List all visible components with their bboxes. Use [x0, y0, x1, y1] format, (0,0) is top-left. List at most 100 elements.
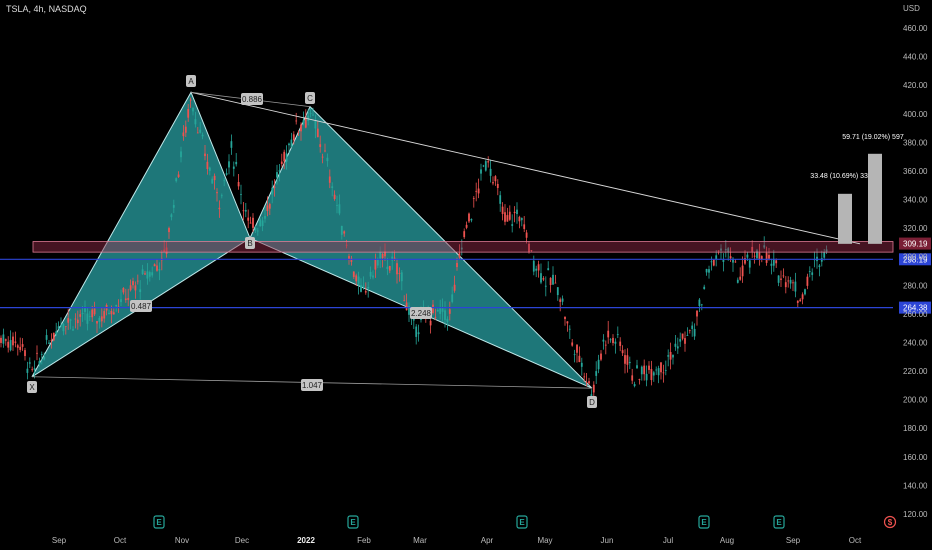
price-tick-label: 420.00 [903, 81, 928, 90]
candle-body [453, 284, 456, 291]
candle-body [220, 195, 223, 197]
event-marker-label: $ [888, 518, 893, 527]
candle-body [636, 365, 638, 369]
interval-label[interactable]: 4h [33, 4, 44, 14]
candle-body [710, 261, 713, 263]
candle-body [108, 312, 110, 315]
candle-body [640, 366, 643, 375]
candle-body [57, 326, 60, 329]
candle-body [724, 249, 727, 251]
candle-body [681, 333, 684, 339]
resistance-zone [32, 241, 894, 253]
candle-body [139, 289, 142, 293]
time-tick-label: Feb [357, 536, 371, 545]
candle-body [129, 285, 132, 291]
candle-body [624, 355, 626, 364]
candle-body [52, 332, 55, 341]
candle-body [256, 230, 259, 232]
candle-body [132, 281, 134, 286]
event-marker-label: E [701, 518, 707, 527]
ticker-separator: , [28, 4, 34, 14]
candle-body [496, 183, 499, 188]
candle-body [806, 276, 809, 286]
candle-body [734, 261, 737, 263]
target-label: 33.48 (10.69%) 3348 [810, 173, 875, 180]
candle-body [573, 354, 576, 356]
candle-body [789, 279, 792, 284]
price-axis[interactable]: USD 460.00 440.00 420.00 400.00 380.00 360.00… [903, 4, 928, 519]
candle-body [312, 114, 314, 116]
candle-body [271, 187, 274, 195]
candle-body [794, 281, 797, 292]
earnings-event-marker[interactable] [516, 515, 528, 529]
candle-body [597, 359, 600, 370]
candlestick-series [0, 97, 828, 403]
earnings-event-marker[interactable] [347, 515, 359, 529]
candle-body [463, 231, 466, 238]
candle-body [698, 299, 701, 306]
candle-body [564, 316, 566, 320]
candle-body [249, 222, 252, 224]
candle-body [374, 259, 377, 270]
price-tag-bg [899, 301, 931, 314]
candle-body [136, 280, 139, 282]
candle-body [787, 280, 790, 282]
candle-body [441, 307, 444, 312]
candle-body [196, 132, 199, 134]
candle-body [290, 139, 293, 148]
candle-body [278, 170, 281, 172]
candle-body [506, 215, 509, 222]
candle-body [537, 264, 540, 271]
candle-body [751, 246, 754, 252]
candle-body [578, 355, 581, 363]
time-tick-label: Mar [413, 536, 427, 545]
candle-body [614, 341, 617, 344]
candle-body [172, 205, 175, 208]
candle-body [384, 251, 386, 257]
candle-body [609, 339, 612, 341]
candle-body [300, 124, 302, 132]
candle-body [112, 312, 115, 315]
dividend-event-marker[interactable] [883, 515, 897, 529]
candle-body [38, 361, 41, 365]
harmonic-point-label: X [29, 383, 35, 392]
candle-body [163, 249, 166, 252]
earnings-event-marker[interactable] [698, 515, 710, 529]
candle-body [206, 161, 209, 169]
candle-body [304, 117, 307, 128]
candle-body [357, 276, 360, 285]
candle-body [746, 254, 749, 258]
candle-body [748, 260, 751, 268]
candle-body [708, 269, 710, 273]
candle-body [513, 211, 516, 213]
candle-body [237, 182, 240, 187]
candle-body [175, 178, 178, 182]
candle-body [372, 275, 374, 278]
candle-body [628, 361, 631, 364]
candle-body [559, 299, 562, 302]
time-tick-label: Nov [175, 536, 189, 545]
earnings-event-marker[interactable] [153, 515, 165, 529]
candle-body [170, 214, 173, 218]
candle-body [648, 365, 650, 370]
earnings-event-marker[interactable] [773, 515, 785, 529]
time-axis[interactable]: Sep Oct Nov Dec 2022 Feb Mar Apr May Jun Jul Aug Sep… [52, 536, 862, 545]
candle-body [763, 245, 766, 248]
ratio-label: 0.487 [131, 302, 152, 311]
price-tag-bg [899, 237, 931, 250]
candle-body [662, 372, 665, 374]
candle-body [187, 109, 190, 118]
time-tick-label: Sep [52, 536, 67, 545]
time-tick-label: 2022 [297, 536, 315, 545]
candle-body [393, 257, 396, 259]
candle-body [297, 131, 300, 133]
ratio-label: 1.047 [302, 381, 323, 390]
symbol-label[interactable]: TSLA [6, 4, 29, 14]
candle-body [775, 260, 778, 264]
candle-body [592, 384, 595, 393]
candle-body [612, 337, 614, 344]
candle-body [158, 269, 161, 271]
candle-body [756, 250, 758, 259]
candle-body [511, 224, 514, 226]
